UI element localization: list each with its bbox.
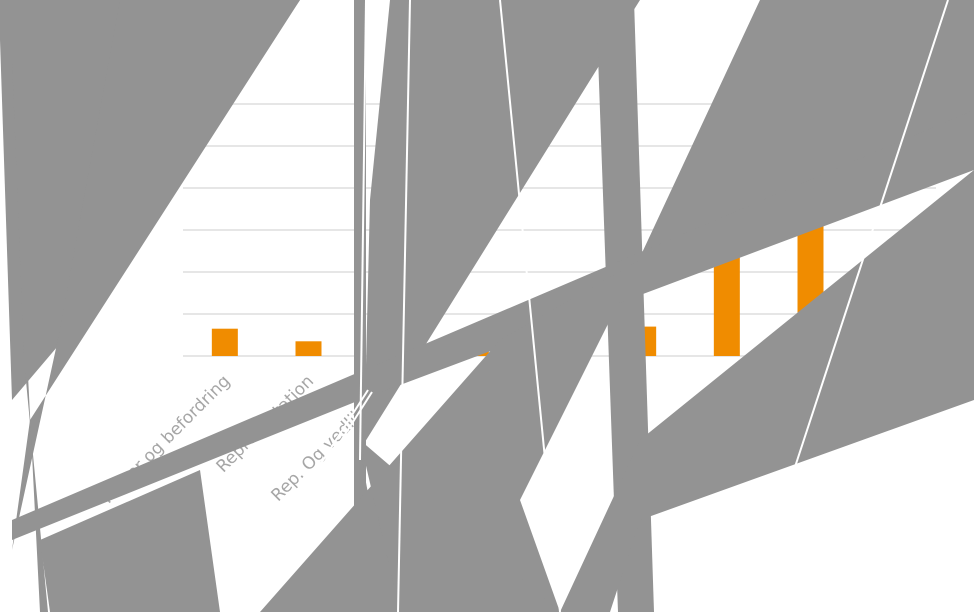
overlay-band bbox=[360, 0, 640, 612]
overlay-band bbox=[360, 440, 560, 612]
overlay-band bbox=[12, 0, 300, 550]
overlay-crack-line bbox=[793, 0, 949, 471]
overlay-band bbox=[260, 260, 640, 612]
overlay-band bbox=[560, 170, 974, 612]
bar bbox=[295, 341, 322, 356]
overlay-band bbox=[12, 110, 974, 540]
overlay-crack-line bbox=[397, 0, 411, 612]
bar bbox=[211, 328, 238, 356]
overlay-crack-line bbox=[231, 391, 373, 612]
overlay-crack-line bbox=[359, 0, 367, 461]
overlay-crack-line bbox=[225, 389, 369, 612]
gridlines bbox=[183, 103, 936, 357]
overlay-crack-line bbox=[499, 0, 561, 612]
overlay-band bbox=[40, 470, 220, 612]
